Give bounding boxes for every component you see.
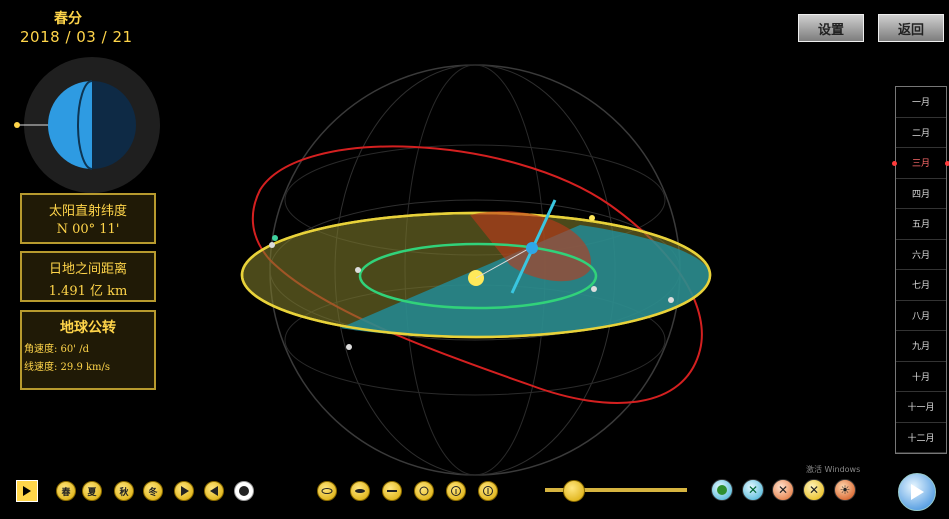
month-selector: 一月 二月 三月 四月 五月 六月 七月 八月 九月 十月 十一月 十二月 [892,86,949,454]
earth-illumination-preview [14,55,164,195]
view-side-button[interactable] [382,481,402,501]
month-item-jul[interactable]: 七月 [896,270,946,301]
sun-earth-distance-panel: 日地之间距离 1.491 亿 km [20,251,156,302]
play-icon [23,486,31,496]
settings-button[interactable]: 设置 [798,14,864,42]
view-globe-button[interactable] [414,481,434,501]
winter-label: 冬 [148,487,158,498]
moon-phase-icon [239,486,249,496]
rewind-icon [210,486,218,496]
earth-revolution-title: 地球公转 [60,320,116,336]
month-item-apr[interactable]: 四月 [896,179,946,209]
view-plane-button[interactable] [350,481,370,501]
windows-watermark: 激活 Windows [806,465,861,474]
sun-rays-button[interactable]: ☀ [834,479,856,501]
subsolar-latitude-panel: 太阳直射纬度 N 00° 11' [20,193,156,244]
earth-icon [526,242,538,254]
side-view-icon [387,490,397,492]
season-title: 春分 [54,11,82,27]
help-button[interactable] [478,481,498,501]
summer-button[interactable]: 夏 [82,481,102,501]
spring-button[interactable]: 春 [56,481,76,501]
play-button[interactable] [16,480,38,502]
reset-button[interactable] [234,481,254,501]
view-orbit-button[interactable] [317,481,337,501]
month-item-feb[interactable]: 二月 [896,118,946,148]
play-small-icon [180,486,189,496]
spring-label: 春 [61,487,71,498]
speed-slider-track[interactable] [545,488,687,492]
autumn-label: 秋 [119,487,129,498]
orbit-view-icon [321,488,333,494]
globe-icon [419,486,429,496]
axis-off-icon: ✕ [808,483,820,497]
month-item-oct[interactable]: 十月 [896,362,946,392]
month-item-mar[interactable]: 三月 [892,148,949,179]
toggle-labels-button[interactable]: ✕ [772,479,794,501]
month-item-jan[interactable]: 一月 [896,87,946,118]
grid-off-icon: ✕ [747,483,759,497]
month-item-sep[interactable]: 九月 [896,331,946,362]
earth-view-button[interactable] [711,479,733,501]
rewind-button[interactable] [204,481,224,501]
sun-earth-distance-value: 1.491 亿 km [48,284,128,299]
angular-speed-value: 角速度: 60' /d [24,344,89,355]
sun-earth-distance-title: 日地之间距离 [48,262,127,277]
autumn-button[interactable]: 秋 [114,481,134,501]
labels-off-icon: ✕ [777,483,789,497]
next-button[interactable] [898,473,936,511]
toggle-axis-button[interactable]: ✕ [803,479,825,501]
linear-speed-value: 线速度: 29.9 km/s [24,362,111,373]
earth-revolution-panel: 地球公转 角速度: 60' /d 线速度: 29.9 km/s [20,310,156,390]
month-item-nov[interactable]: 十一月 [896,392,946,423]
info-button[interactable] [446,481,466,501]
month-item-jun[interactable]: 六月 [896,240,946,270]
celestial-sphere-scene[interactable] [230,40,730,480]
subsolar-latitude-value: N 00° 11' [56,222,120,237]
toggle-grid-button[interactable]: ✕ [742,479,764,501]
date-display: 2018 / 03 / 21 [20,28,133,46]
earth-view-icon [717,485,727,495]
back-button[interactable]: 返回 [878,14,944,42]
inner-orbit [358,242,598,310]
month-item-aug[interactable]: 八月 [896,301,946,331]
info-icon [451,486,461,496]
plane-view-icon [355,489,365,493]
next-play-icon [911,484,924,500]
month-item-may[interactable]: 五月 [896,209,946,240]
winter-button[interactable]: 冬 [143,481,163,501]
help-icon [483,486,493,496]
speed-slider-handle[interactable] [563,480,586,502]
forward-button[interactable] [174,481,194,501]
subsolar-latitude-title: 太阳直射纬度 [48,204,127,219]
summer-label: 夏 [87,487,97,498]
sun-rays-icon: ☀ [839,483,851,497]
month-item-dec[interactable]: 十二月 [896,423,946,453]
